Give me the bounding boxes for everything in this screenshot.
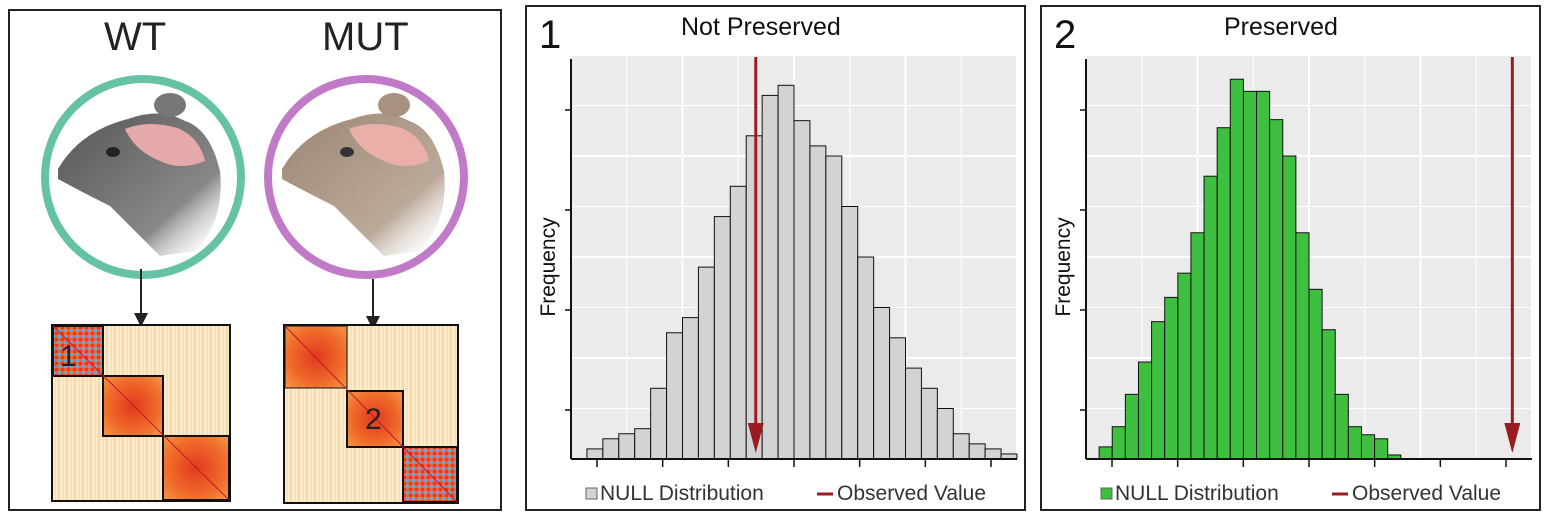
histogram-bar [1216, 127, 1231, 460]
histogram-bar [1347, 426, 1362, 460]
histogram-bar [1321, 329, 1336, 460]
histogram-bar [1190, 232, 1205, 460]
mut-heatmap: 2 [283, 324, 459, 504]
histogram-bar [841, 206, 859, 460]
histogram-bar [1256, 90, 1271, 460]
histogram-bar [1334, 393, 1349, 460]
histogram-bar [968, 443, 986, 460]
mut-label: MUT [322, 15, 409, 59]
legend-null-swatch [1100, 487, 1113, 500]
histogram-bar [1111, 426, 1126, 460]
mut-arrow [366, 279, 380, 330]
wt-mouse-eye [106, 147, 120, 157]
panel-number-1: 1 [539, 13, 562, 57]
histogram-bar [1282, 155, 1297, 460]
histogram-bar [1098, 446, 1113, 460]
histogram-bar [650, 387, 668, 460]
mut-module-2-label: 2 [365, 403, 382, 436]
histogram-bar [905, 367, 922, 460]
chart-not-preserved: 1 Not Preserved Frequency NULL Distributi… [525, 5, 1026, 511]
histogram-bar [1151, 321, 1166, 460]
histogram-bar [1269, 119, 1284, 460]
legend-observed-label: Observed Value [1352, 482, 1501, 505]
histogram-bar [825, 155, 843, 460]
observed-value-arrowhead [747, 423, 764, 453]
histogram-bar [729, 185, 747, 460]
wt-mouse-illustration [41, 75, 245, 279]
histogram-bar [1137, 361, 1153, 460]
histogram-bar [1308, 288, 1323, 460]
histogram-bar [618, 433, 636, 460]
chart-title-1: Not Preserved [681, 13, 841, 41]
histogram-bar [713, 216, 731, 460]
y-axis-label: Frequency [1052, 217, 1075, 317]
mut-block-1 [284, 325, 348, 389]
observed-value-arrowhead [1504, 423, 1521, 453]
histogram-bar [1295, 232, 1310, 460]
histogram-bar [1177, 272, 1192, 460]
legend-null-label: NULL Distribution [600, 482, 764, 505]
legend-observed-label: Observed Value [837, 482, 986, 505]
histogram-bar [1360, 434, 1376, 460]
histogram-bar [586, 448, 604, 460]
histogram-bar [952, 433, 970, 460]
histogram-bar [682, 317, 699, 460]
histogram-bar [1242, 90, 1258, 460]
chart-preserved: 2 Preserved Frequency NULL Distribution Ob… [1040, 5, 1541, 511]
network-diagram: 1 2 [41, 75, 468, 504]
histogram-bar [777, 84, 795, 460]
histogram-bar [857, 256, 875, 460]
wt-mouse-ear [154, 93, 186, 117]
histogram-bar [809, 145, 827, 460]
histogram-bar [793, 120, 811, 460]
histogram-bar [666, 332, 683, 460]
histogram-bar [697, 266, 715, 460]
mut-mouse-illustration [264, 75, 468, 279]
histogram-bar [634, 428, 652, 460]
histogram-bar [984, 448, 1002, 460]
wt-heatmap: 1 [51, 324, 231, 502]
wt-label: WT [104, 15, 167, 59]
wt-arrow [134, 269, 148, 327]
histogram-bar [1124, 393, 1139, 460]
histogram-2: Frequency NULL Distribution Observed Value [1052, 54, 1533, 505]
legend-null-label: NULL Distribution [1115, 482, 1279, 505]
histogram-bar [602, 438, 620, 460]
histogram-bar [761, 94, 779, 460]
histogram-bar [745, 135, 763, 460]
wt-brain-icon [125, 124, 205, 166]
legend-null-swatch [585, 487, 598, 500]
mut-mouse-ear [378, 93, 410, 117]
mut-brain-icon [349, 124, 429, 166]
mut-mouse-eye [340, 147, 354, 157]
histogram-bar [936, 408, 954, 460]
histogram-bar [1203, 175, 1218, 460]
histogram-bar [1229, 78, 1244, 460]
histogram-1: Frequency NULL Distribution Observed Value [537, 54, 1018, 505]
histogram-bar [889, 337, 907, 460]
histogram-bar [920, 387, 938, 460]
y-axis-label: Frequency [537, 217, 560, 317]
histogram-bar [1164, 296, 1179, 460]
histogram-bar [1374, 438, 1389, 460]
panel-number-2: 2 [1054, 13, 1077, 57]
chart-title-2: Preserved [1224, 13, 1338, 41]
network-comparison-panel: WT MUT [8, 9, 502, 511]
histogram-bar [873, 307, 891, 460]
wt-module-1-label: 1 [60, 340, 77, 373]
